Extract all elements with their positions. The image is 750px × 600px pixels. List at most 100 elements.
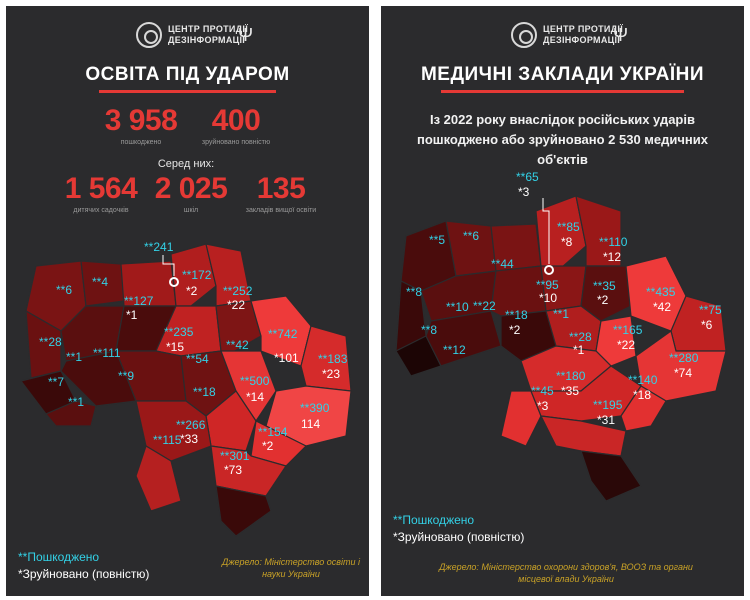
region-label: *42 [653,300,671,314]
destroyed-total: 400 [211,104,261,137]
region-label: *3 [518,185,530,199]
region-label: **44 [491,257,514,271]
svg-text:*74: *74 [674,366,692,380]
region-label: *1 [573,343,585,357]
region-label: **6 [56,283,72,297]
svg-text:**1: **1 [553,307,569,321]
region-label: **12 [443,343,466,357]
region-label: **235 [164,325,194,339]
region-label: **154 [258,425,288,439]
svg-text:**266: **266 [176,418,206,432]
region-label: **742 [268,327,298,341]
region-label: **8 [421,323,437,337]
region-label: **35 [593,279,616,293]
svg-text:**95: **95 [536,278,559,292]
region-label: **22 [473,299,496,313]
svg-text:*23: *23 [322,367,340,381]
region-label: *18 [633,388,651,402]
svg-text:*3: *3 [537,399,549,413]
region-label: **28 [39,335,62,349]
region-label: **195 [593,398,623,412]
region-label: **54 [186,352,209,366]
svg-text:**18: **18 [505,308,528,322]
svg-text:*73: *73 [224,463,242,477]
svg-text:**241: **241 [144,240,174,254]
region-label: **1 [553,307,569,321]
org-name-line1: ЦЕНТР ПРОТИДІЇ [543,24,623,34]
region-label: **7 [48,375,64,389]
svg-text:**1: **1 [66,350,82,364]
region-label: **75 [699,303,722,317]
page-title: ОСВІТА ПІД УДАРОМ [85,64,290,85]
title-underline [99,90,276,93]
svg-text:**435: **435 [646,285,676,299]
title-underline [441,90,684,93]
org-name-line2: ДЕЗІНФОРМАЦІЇ [543,35,621,45]
trident-icon: Ψ [238,25,254,45]
region-label: **280 [669,351,699,365]
region-label: *23 [322,367,340,381]
region-label: *2 [186,284,198,298]
source-note: Джерело: Міністерство охорони здоров'я, … [439,562,693,584]
svg-text:**28: **28 [569,330,592,344]
org-name-line1: ЦЕНТР ПРОТИДІЇ [168,24,248,34]
callout-line-kyiv [162,255,175,276]
region-label: **9 [118,369,134,383]
svg-text:*15: *15 [166,340,184,354]
region-label: **111 [93,346,121,360]
svg-text:**12: **12 [443,343,466,357]
svg-text:**9: **9 [118,369,134,383]
region-label: *22 [227,298,245,312]
ukraine-medical-map: **65 *3 **5 **6 **85 *8 **110 *12 **44 *… [395,170,727,502]
cpd-circle-icon [511,22,537,48]
region-label: **266 [176,418,206,432]
svg-text:**127: **127 [124,294,154,308]
region-label: **45 [531,384,554,398]
schools-label: шкіл [183,207,199,214]
svg-text:**75: **75 [699,303,722,317]
region-label: **85 [557,220,580,234]
kindergartens-label: дитячих садочків [73,207,129,214]
region-label: **1 [68,395,84,409]
svg-text:**390: **390 [300,401,330,415]
svg-text:**85: **85 [557,220,580,234]
ukraine-education-map: **6 **4 **127 *1 **241 **172 *2 **252 *2… [19,240,352,537]
svg-text:**18: **18 [193,385,216,399]
svg-text:**111: **111 [93,346,121,360]
svg-text:*2: *2 [509,323,521,337]
svg-text:*3: *3 [518,185,530,199]
svg-text:*101: *101 [274,351,299,365]
region-label: **8 [406,285,422,299]
svg-text:*2: *2 [597,293,609,307]
svg-text:*1: *1 [573,343,585,357]
region-label: **10 [446,300,469,314]
region-label: **95 [536,278,559,292]
region-label: **42 [226,338,249,352]
svg-text:**140: **140 [628,373,658,387]
cpd-circle-icon [136,22,162,48]
region-label: **115 [153,433,182,447]
org-logo: ЦЕНТР ПРОТИДІЇ ДЕЗІНФОРМАЦІЇ Ψ [6,20,369,54]
svg-text:*18: *18 [633,388,651,402]
svg-text:**22: **22 [473,299,496,313]
region-label: **18 [505,308,528,322]
svg-text:*8: *8 [561,235,573,249]
svg-text:*6: *6 [701,318,713,332]
region-label: *33 [180,432,198,446]
svg-text:*14: *14 [246,390,264,404]
legend-destroyed: *Зруйновано (повністю) [18,567,150,581]
region-label: **6 [463,229,479,243]
svg-text:**165: **165 [613,323,643,337]
region-label: *35 [561,384,579,398]
svg-text:*2: *2 [186,284,198,298]
region-label: *10 [539,291,557,305]
svg-text:**54: **54 [186,352,209,366]
svg-text:**42: **42 [226,338,249,352]
svg-text:**35: **35 [593,279,616,293]
region-label: **1 [66,350,82,364]
svg-text:*42: *42 [653,300,671,314]
region-label: *22 [617,338,635,352]
svg-text:**44: **44 [491,257,514,271]
svg-text:**235: **235 [164,325,194,339]
destroyed-label: зруйновано повністю [201,139,271,146]
